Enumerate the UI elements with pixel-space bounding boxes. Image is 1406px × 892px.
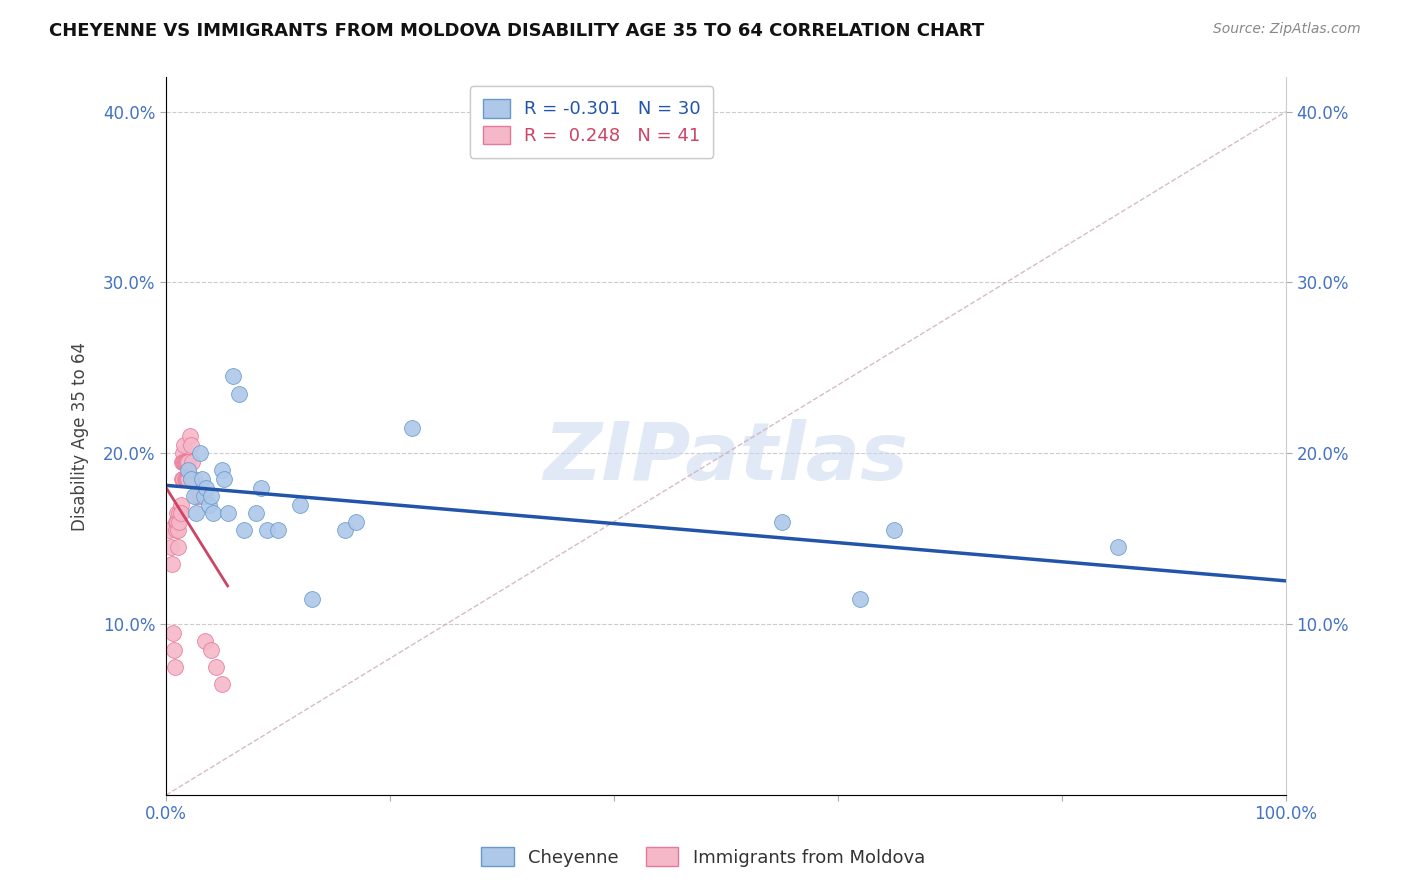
Point (167, 541, 190, 555)
Point (166, 506, 188, 520)
Point (186, 489, 208, 503)
Point (177, 455, 200, 469)
Point (222, 369, 245, 384)
Point (335, 523, 357, 537)
Point (170, 472, 193, 486)
Legend: Cheyenne, Immigrants from Moldova: Cheyenne, Immigrants from Moldova (474, 840, 932, 874)
Point (180, 438, 202, 452)
Point (205, 660, 228, 674)
Point (202, 506, 225, 520)
Point (217, 506, 239, 520)
Point (169, 515, 191, 529)
Point (194, 634, 217, 648)
Point (191, 472, 214, 486)
Point (188, 489, 211, 503)
Text: ZIPatlas: ZIPatlas (544, 418, 908, 497)
Y-axis label: Disability Age 35 to 64: Disability Age 35 to 64 (72, 342, 89, 531)
Point (849, 591, 872, 606)
Point (267, 523, 290, 537)
Point (256, 523, 278, 537)
Point (180, 472, 202, 486)
Point (157, 523, 180, 537)
Point (1107, 541, 1129, 555)
Point (770, 515, 793, 529)
Point (179, 429, 201, 443)
Point (177, 472, 200, 486)
Point (169, 506, 191, 520)
Point (233, 523, 256, 537)
Point (160, 558, 183, 572)
Point (186, 506, 208, 520)
Point (176, 472, 198, 486)
Point (177, 463, 200, 477)
Point (228, 386, 250, 401)
Point (183, 489, 205, 503)
Point (346, 515, 368, 529)
Point (172, 446, 194, 460)
Point (173, 455, 195, 469)
Point (172, 455, 194, 469)
Point (193, 489, 215, 503)
Point (197, 498, 219, 512)
Point (165, 515, 187, 529)
Point (250, 481, 273, 495)
Point (174, 455, 197, 469)
Point (166, 515, 188, 529)
Point (188, 446, 211, 460)
Point (173, 438, 195, 452)
Point (169, 498, 191, 512)
Point (174, 455, 197, 469)
Point (165, 523, 187, 537)
Point (301, 591, 323, 606)
Point (211, 677, 233, 691)
Point (214, 472, 236, 486)
Point (163, 643, 186, 657)
Point (174, 472, 197, 486)
Legend: R = -0.301   N = 30, R =  0.248   N = 41: R = -0.301 N = 30, R = 0.248 N = 41 (470, 87, 713, 158)
Point (172, 472, 194, 486)
Point (174, 472, 197, 486)
Point (200, 489, 222, 503)
Point (245, 506, 267, 520)
Point (401, 420, 423, 434)
Text: Source: ZipAtlas.com: Source: ZipAtlas.com (1213, 22, 1361, 37)
Text: CHEYENNE VS IMMIGRANTS FROM MOLDOVA DISABILITY AGE 35 TO 64 CORRELATION CHART: CHEYENNE VS IMMIGRANTS FROM MOLDOVA DISA… (49, 22, 984, 40)
Point (200, 643, 222, 657)
Point (195, 481, 218, 495)
Point (176, 455, 198, 469)
Point (169, 506, 191, 520)
Point (211, 463, 233, 477)
Point (163, 660, 186, 674)
Point (159, 541, 181, 555)
Point (170, 455, 193, 469)
Point (167, 523, 190, 537)
Point (290, 498, 312, 512)
Point (183, 472, 205, 486)
Point (162, 625, 184, 640)
Point (883, 523, 905, 537)
Point (180, 455, 202, 469)
